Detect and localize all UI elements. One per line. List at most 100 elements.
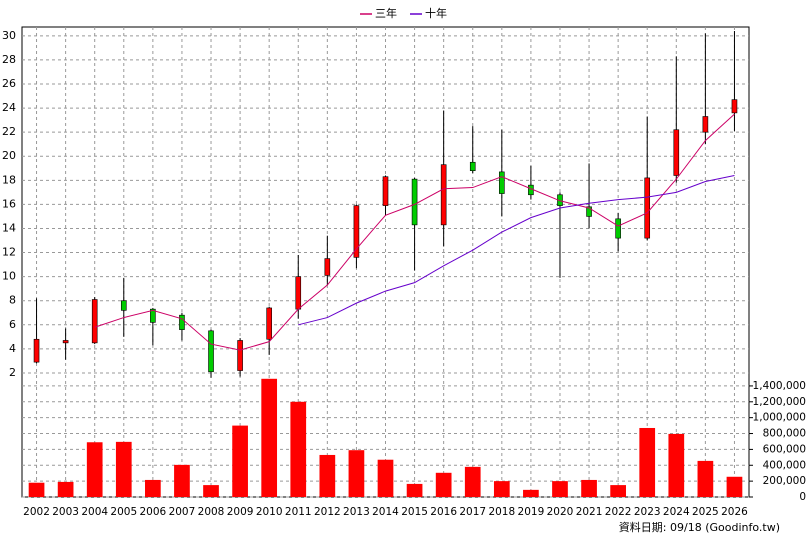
volume-bar xyxy=(203,485,219,497)
volume-bar xyxy=(261,378,278,497)
legend-label: 三年 xyxy=(375,6,397,20)
y2-tick-label: 0 xyxy=(799,491,806,503)
y2-tick-label: 800,000 xyxy=(763,428,806,440)
candle-body xyxy=(731,99,738,114)
x-tick-label: 2012 xyxy=(314,506,341,518)
y2-tick-label: 1,000,000 xyxy=(753,412,806,424)
volume-bar xyxy=(697,460,714,497)
volume-bar xyxy=(57,481,74,497)
volume-bar xyxy=(115,441,132,497)
y-tick-label: 14 xyxy=(2,221,16,234)
y-tick-label: 2 xyxy=(9,366,16,379)
candle-body xyxy=(382,176,389,206)
candle-body xyxy=(586,206,592,217)
volume-bar xyxy=(581,479,597,497)
y-tick-label: 30 xyxy=(2,29,16,42)
x-tick-label: 2011 xyxy=(285,506,312,518)
volume-bar xyxy=(145,479,161,497)
x-tick-label: 2020 xyxy=(547,506,574,518)
candle-body xyxy=(411,178,418,226)
x-tick-label: 2010 xyxy=(256,506,283,518)
x-tick-label: 2023 xyxy=(634,506,661,518)
candle-body xyxy=(208,330,214,373)
y-tick-label: 20 xyxy=(2,149,16,162)
candle-body xyxy=(499,171,505,194)
volume-bar xyxy=(28,482,45,497)
volume-bar xyxy=(726,476,743,497)
y-tick-label: 22 xyxy=(2,125,16,138)
volume-bar xyxy=(668,433,685,497)
y-tick-label: 16 xyxy=(2,197,16,210)
candle-body xyxy=(266,307,272,340)
volume-bar xyxy=(406,483,423,497)
candle-body xyxy=(673,129,680,176)
x-tick-label: 2026 xyxy=(721,506,748,518)
candle-body xyxy=(120,300,127,311)
x-tick-label: 2024 xyxy=(663,506,690,518)
candle-body xyxy=(353,205,360,258)
volume-bar xyxy=(348,450,365,497)
y-tick-label: 18 xyxy=(2,173,16,186)
x-tick-label: 2004 xyxy=(81,506,108,518)
volume-bar xyxy=(552,481,568,497)
y-tick-label: 24 xyxy=(2,101,16,114)
candle-body xyxy=(33,338,40,363)
y-tick-label: 4 xyxy=(9,342,16,355)
y2-tick-label: 600,000 xyxy=(763,443,806,455)
x-tick-label: 2003 xyxy=(52,506,79,518)
x-tick-label: 2005 xyxy=(110,506,137,518)
volume-bar xyxy=(639,427,656,497)
ma-line xyxy=(298,175,735,326)
volume-bar xyxy=(290,401,307,497)
candle-body xyxy=(644,177,651,239)
volume-bar xyxy=(174,464,190,497)
candle-body xyxy=(615,218,621,239)
x-tick-label: 2006 xyxy=(139,506,166,518)
y2-tick-label: 400,000 xyxy=(763,459,806,471)
candle-body xyxy=(237,340,243,371)
y2-tick-label: 200,000 xyxy=(763,475,806,487)
volume-bar xyxy=(523,489,539,497)
x-tick-label: 2017 xyxy=(459,506,486,518)
x-tick-label: 2014 xyxy=(372,506,399,518)
x-tick-label: 2019 xyxy=(518,506,545,518)
candle-body xyxy=(440,164,447,226)
volume-bar xyxy=(319,454,336,497)
y2-tick-label: 1,400,000 xyxy=(753,380,806,392)
candle-body xyxy=(295,276,302,310)
footer: 資料日期: 09/18 (Goodinfo.tw) xyxy=(619,520,780,534)
candle-body xyxy=(62,340,69,344)
legend-label: 十年 xyxy=(425,6,447,20)
x-tick-label: 2008 xyxy=(198,506,225,518)
x-tick-label: 2013 xyxy=(343,506,370,518)
x-tick-label: 2007 xyxy=(169,506,196,518)
candle-body xyxy=(179,314,185,330)
volume-bar xyxy=(86,442,103,497)
x-tick-label: 2025 xyxy=(692,506,719,518)
y-tick-label: 28 xyxy=(2,53,16,66)
y-tick-label: 10 xyxy=(2,270,16,283)
ma-line xyxy=(94,113,735,351)
candle-body xyxy=(324,258,331,276)
x-tick-label: 2009 xyxy=(227,506,254,518)
volume-bar xyxy=(435,472,452,497)
candle-body xyxy=(91,299,98,344)
volume-bar xyxy=(464,466,481,497)
volume-bar xyxy=(232,425,248,497)
x-tick-label: 2015 xyxy=(401,506,428,518)
volume-bar xyxy=(493,481,510,497)
volume-bar xyxy=(377,459,394,497)
volume-bar xyxy=(610,485,626,497)
y2-tick-label: 1,200,000 xyxy=(753,396,806,408)
x-tick-label: 2021 xyxy=(576,506,603,518)
x-tick-label: 2022 xyxy=(605,506,632,518)
candle-body xyxy=(469,161,476,171)
x-tick-label: 2016 xyxy=(430,506,457,518)
candle-body xyxy=(150,308,156,323)
candle-body xyxy=(702,116,709,133)
y-tick-label: 6 xyxy=(9,318,16,331)
x-tick-label: 2018 xyxy=(488,506,515,518)
y-tick-label: 8 xyxy=(9,294,16,307)
y-tick-label: 26 xyxy=(2,77,16,90)
